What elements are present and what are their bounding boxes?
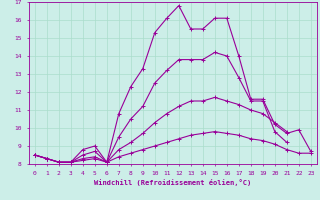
- X-axis label: Windchill (Refroidissement éolien,°C): Windchill (Refroidissement éolien,°C): [94, 179, 252, 186]
